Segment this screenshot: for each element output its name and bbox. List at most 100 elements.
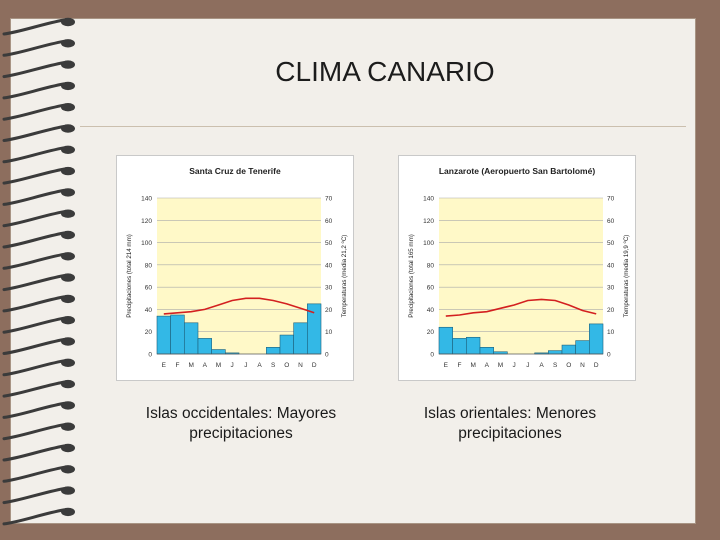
spiral-hole xyxy=(61,358,75,367)
y2-tick-label: 60 xyxy=(607,218,615,225)
spiral-hole xyxy=(61,337,75,346)
spiral-ring xyxy=(2,465,75,483)
caption-west-line1: Islas occidentales: Mayores xyxy=(145,405,337,422)
spiral-hole xyxy=(61,486,75,495)
chart-title: Lanzarote (Aeropuerto San Bartolomé) xyxy=(439,166,595,176)
spiral-wire xyxy=(2,61,66,79)
y2-tick-label: 30 xyxy=(607,285,615,292)
spiral-wire xyxy=(2,274,66,292)
precipitation-bar xyxy=(466,336,481,355)
spiral-ring xyxy=(2,103,75,121)
spiral-ring xyxy=(2,188,75,206)
y-tick-label: 20 xyxy=(145,329,153,336)
spiral-wire xyxy=(2,359,66,377)
spiral-ring xyxy=(2,273,75,292)
chart-tenerife-svg: Santa Cruz de Tenerife020406080100120140… xyxy=(126,166,348,369)
precipitation-bar xyxy=(589,323,604,355)
precipitation-bar xyxy=(575,340,590,355)
x-tick-label: E xyxy=(444,362,449,369)
x-tick-label: O xyxy=(566,362,571,369)
spiral-wire xyxy=(2,508,66,526)
chart-lanzarote-svg: Lanzarote (Aeropuerto San Bartolomé) 0 20 4… xyxy=(408,166,630,369)
caption-west: Islas occidentales: Mayores precipitacio… xyxy=(116,404,366,444)
spiral-wire xyxy=(2,167,66,185)
spiral-wire xyxy=(2,231,66,249)
slide-title: CLIMA CANARIO xyxy=(275,56,495,87)
y-tick-label: 120 xyxy=(423,218,434,225)
temperature-line xyxy=(163,297,315,315)
spiral-ring xyxy=(2,60,75,79)
chart-tenerife: Santa Cruz de Tenerife 0 20 40 60 80 100 120 140… xyxy=(116,155,354,381)
precipitation-bar xyxy=(438,326,453,355)
spiral-ring xyxy=(2,252,75,270)
spiral-wire xyxy=(2,252,66,270)
x-tick-label: S xyxy=(553,362,558,369)
y2-tick-label: 50 xyxy=(607,240,615,247)
y-tick-label: 60 xyxy=(427,285,435,292)
precipitation-bar xyxy=(184,322,199,355)
spiral-hole xyxy=(61,507,75,517)
x-tick-label: A xyxy=(485,362,490,369)
x-tick-label: S xyxy=(271,362,276,369)
y-tick-label: 140 xyxy=(141,196,152,203)
spiral-hole xyxy=(61,401,75,410)
spiral-wire xyxy=(2,295,66,313)
precipitation-bar xyxy=(452,338,467,355)
y-tick-label: 40 xyxy=(427,307,435,314)
spiral-wire xyxy=(2,103,66,121)
spiral-ring xyxy=(2,401,75,419)
y-tick-label: 60 xyxy=(145,285,153,292)
spiral-hole xyxy=(61,230,75,240)
spiral-hole xyxy=(61,17,75,27)
spiral-hole xyxy=(61,188,75,197)
spiral-wire xyxy=(2,401,66,419)
y-tick-label: 0 xyxy=(430,352,434,359)
temperature-line xyxy=(445,298,597,317)
spiral-wire xyxy=(2,210,66,228)
x-tick-label: A xyxy=(203,362,208,369)
x-tick-label: J xyxy=(244,362,247,369)
y-tick-label: 80 xyxy=(427,262,435,269)
y2-tick-label: 70 xyxy=(607,196,615,203)
x-tick-label: E xyxy=(162,362,167,369)
precipitation-bar xyxy=(548,350,563,355)
precipitation-bar xyxy=(197,338,212,355)
spiral-hole xyxy=(61,294,75,304)
precipitation-bar xyxy=(156,315,171,355)
spiral-hole xyxy=(61,465,75,474)
x-tick-label: M xyxy=(188,362,193,369)
spiral-ring xyxy=(2,230,75,249)
x-tick-label: A xyxy=(539,362,544,369)
spiral-ring xyxy=(2,358,75,377)
precipitation-bar xyxy=(170,314,185,355)
spiral-wire xyxy=(2,465,66,483)
x-tick-label: N xyxy=(580,362,585,369)
y-tick-label: 140 xyxy=(423,196,434,203)
x-tick-label: O xyxy=(284,362,289,369)
spiral-wire xyxy=(2,380,66,398)
spiral-wire xyxy=(2,444,66,462)
y-tick-label: 100 xyxy=(423,240,434,247)
spiral-wire xyxy=(2,39,66,57)
spiral-ring xyxy=(2,39,75,57)
spiral-hole xyxy=(61,103,75,112)
x-tick-label: M xyxy=(216,362,221,369)
y2-tick-label: 0 xyxy=(607,352,611,359)
y-tick-label: 20 xyxy=(427,329,435,336)
x-tick-label: D xyxy=(594,362,599,369)
spiral-ring xyxy=(2,443,75,462)
spiral-ring xyxy=(2,166,75,185)
y-tick-label: 120 xyxy=(141,218,152,225)
spiral-ring xyxy=(2,209,75,228)
precipitation-bar xyxy=(211,349,226,355)
caption-east-line1: Islas orientales: Menores xyxy=(423,405,597,422)
title-divider xyxy=(80,126,686,127)
spiral-wire xyxy=(2,487,66,505)
spiral-ring xyxy=(2,422,75,441)
x-tick-label: J xyxy=(513,362,516,369)
precipitation-bar xyxy=(293,322,308,355)
x-tick-label: M xyxy=(470,362,475,369)
y-axis-label: Precipitaciones (total 165 mm) xyxy=(408,234,415,318)
x-tick-label: F xyxy=(176,362,180,369)
